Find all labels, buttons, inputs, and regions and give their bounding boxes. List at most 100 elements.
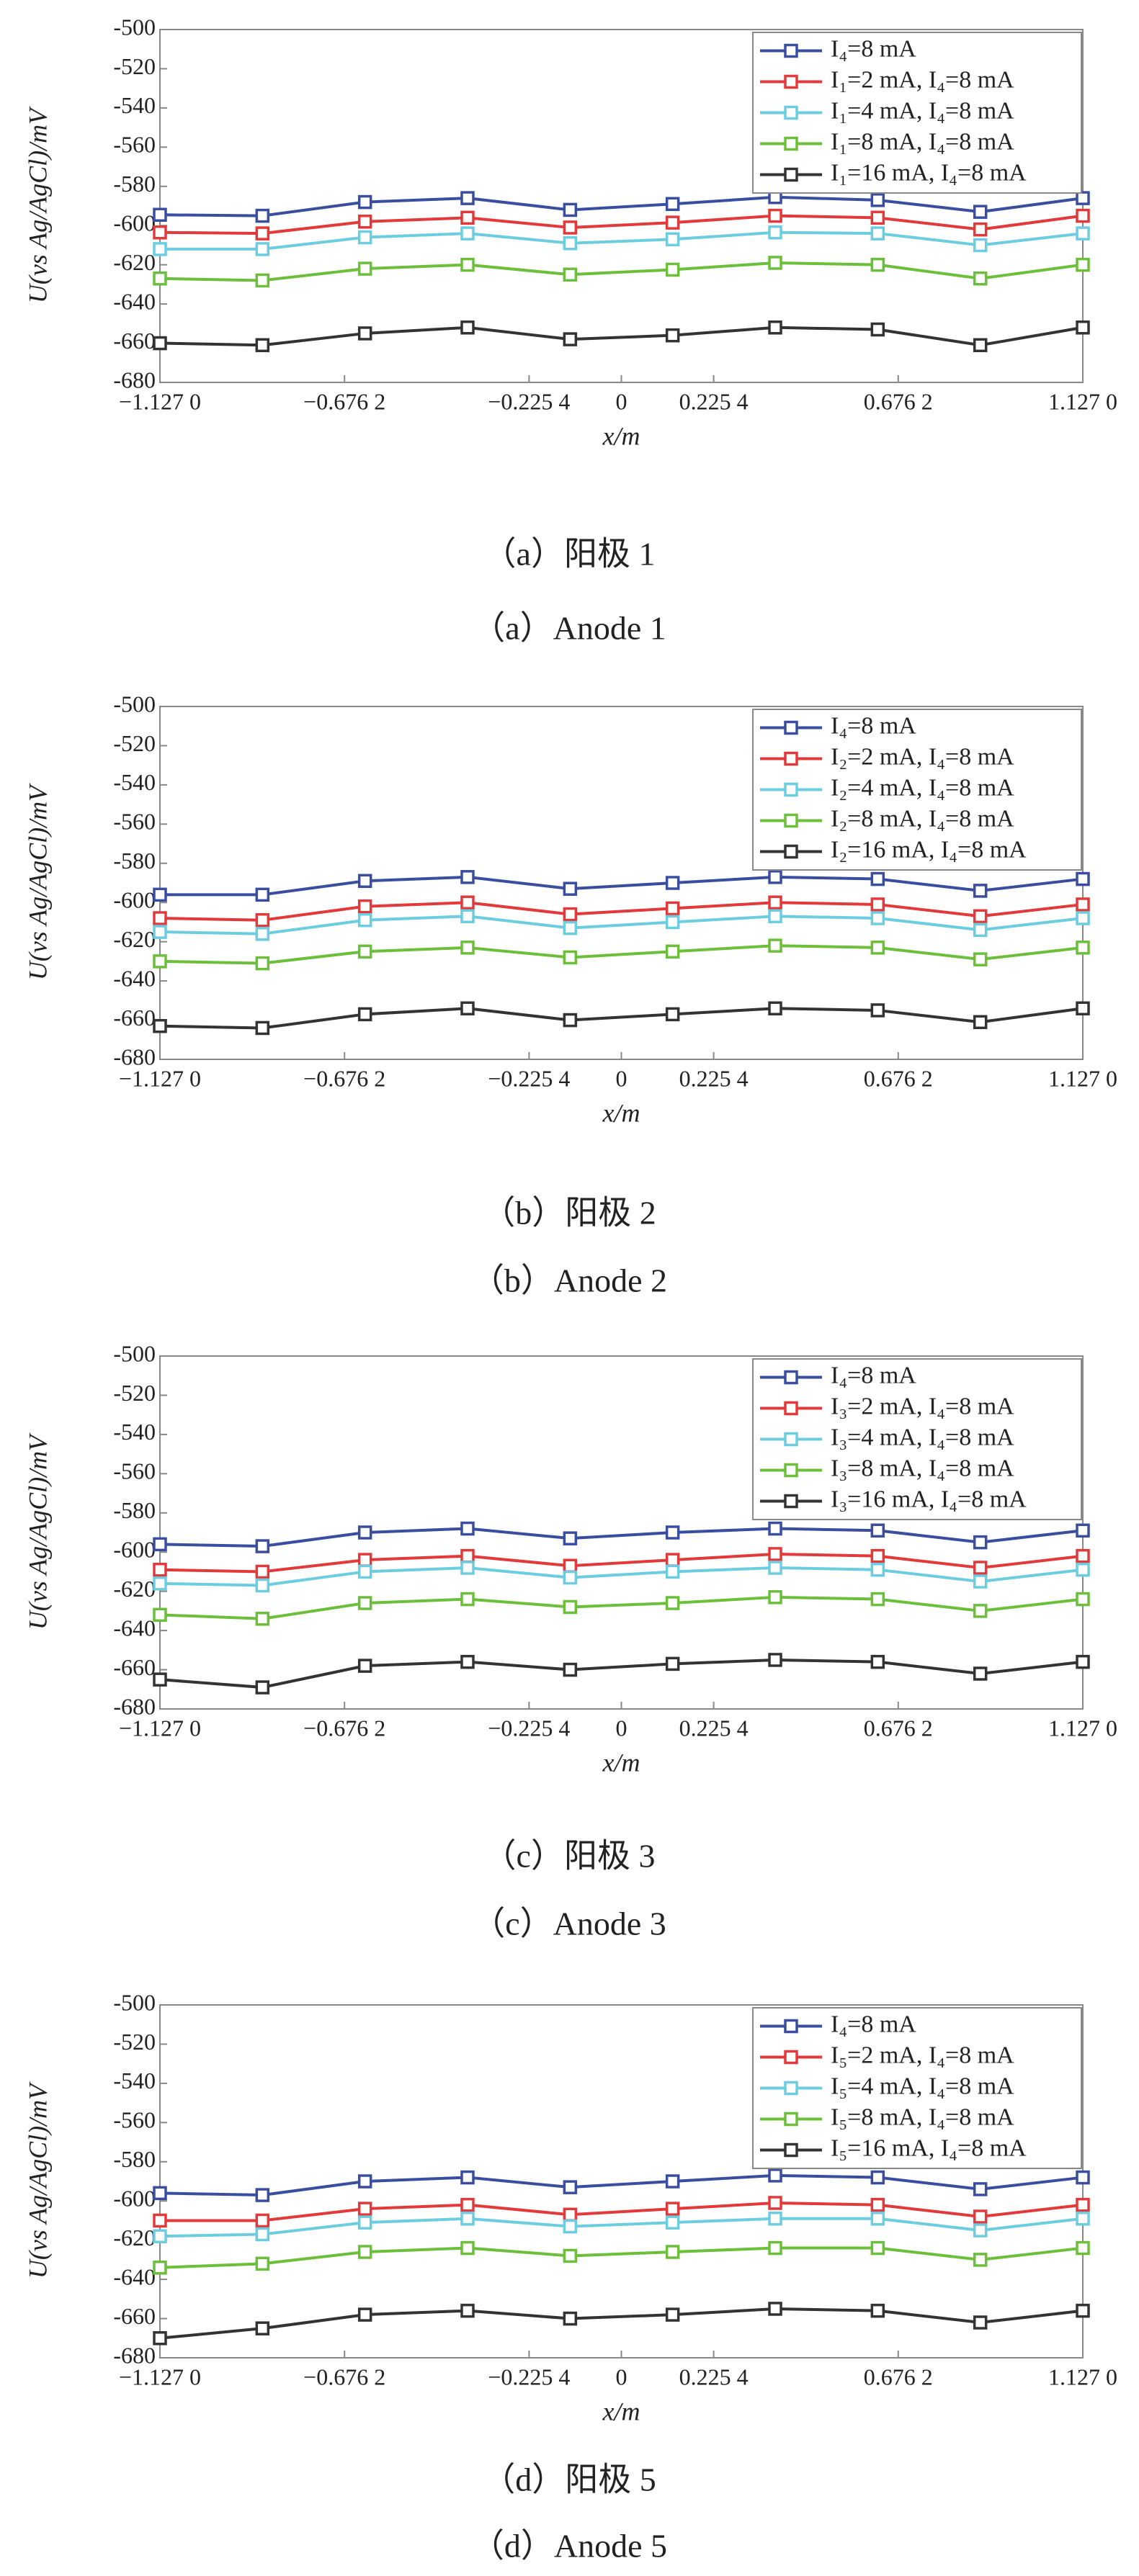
marker xyxy=(870,1654,885,1669)
marker xyxy=(1076,897,1090,912)
marker xyxy=(768,1590,782,1605)
legend-label: I₁=16 mA, I₄=8 mA xyxy=(831,159,1027,186)
legend-marker xyxy=(784,2019,798,2034)
marker xyxy=(357,261,372,276)
series-line xyxy=(159,2307,1084,2340)
marker xyxy=(357,899,372,914)
y-tick-label: -680 xyxy=(113,367,156,392)
marker xyxy=(1076,208,1090,223)
marker xyxy=(973,2182,988,2196)
legend-marker xyxy=(784,720,798,735)
marker xyxy=(768,208,782,223)
marker xyxy=(153,2186,167,2201)
x-tick-label: −0.225 4 xyxy=(488,1715,570,1741)
marker xyxy=(1076,2197,1090,2212)
y-tick-label: -560 xyxy=(113,2107,156,2133)
marker xyxy=(153,1562,167,1577)
marker xyxy=(153,954,167,969)
marker xyxy=(357,1564,372,1579)
legend-label: I₄=8 mA xyxy=(831,712,916,739)
x-tick-label: 0.225 4 xyxy=(679,1065,749,1091)
caption-en: （d）Anode 5 xyxy=(471,2528,667,2564)
marker xyxy=(153,1576,167,1591)
marker xyxy=(357,1007,372,1022)
marker xyxy=(153,207,167,222)
marker xyxy=(563,2207,578,2222)
marker xyxy=(665,262,680,277)
series-line xyxy=(159,901,1084,922)
marker xyxy=(1076,941,1090,955)
marker xyxy=(768,870,782,884)
marker xyxy=(1076,320,1090,335)
series-line xyxy=(159,1527,1084,1548)
marker xyxy=(563,2311,578,2326)
marker xyxy=(357,2174,372,2189)
marker xyxy=(665,232,680,247)
marker xyxy=(973,338,988,353)
y-tick-label: -580 xyxy=(113,848,156,874)
marker xyxy=(768,909,782,924)
marker xyxy=(768,938,782,953)
marker xyxy=(973,1015,988,1030)
marker xyxy=(768,320,782,335)
marker xyxy=(255,208,270,223)
marker xyxy=(563,220,578,235)
marker xyxy=(973,1666,988,1681)
marker xyxy=(460,2303,475,2318)
marker xyxy=(973,238,988,253)
caption: （b）阳极 2 xyxy=(482,1195,656,1231)
legend-label: I₃=16 mA, I₄=8 mA xyxy=(831,1486,1027,1512)
y-tick-label: -640 xyxy=(113,1615,156,1641)
y-tick-label: -600 xyxy=(113,2186,156,2212)
marker xyxy=(563,1662,578,1677)
marker xyxy=(153,2331,167,2346)
marker xyxy=(973,1604,988,1618)
marker xyxy=(357,1659,372,1673)
marker xyxy=(357,2202,372,2216)
marker xyxy=(153,887,167,902)
marker xyxy=(255,1680,270,1695)
caption-en: （a）Anode 1 xyxy=(472,610,666,647)
marker xyxy=(563,907,578,922)
marker xyxy=(460,210,475,225)
legend-label: I₅=2 mA, I₄=8 mA xyxy=(831,2042,1014,2068)
marker xyxy=(973,952,988,966)
x-tick-label: 0 xyxy=(616,388,627,414)
marker xyxy=(357,2307,372,2322)
legend-label: I₄=8 mA xyxy=(831,35,916,62)
y-tick-label: -580 xyxy=(113,171,156,197)
marker xyxy=(768,895,782,910)
marker xyxy=(973,2253,988,2267)
legend-label: I₃=8 mA, I₄=8 mA xyxy=(831,1455,1014,1481)
marker xyxy=(563,881,578,896)
marker xyxy=(973,909,988,924)
marker xyxy=(255,1539,270,1553)
y-axis-label: U(vs Ag/AgCl)/mV xyxy=(23,106,52,303)
marker xyxy=(255,927,270,941)
marker xyxy=(665,2174,680,2189)
marker xyxy=(255,956,270,971)
marker xyxy=(870,2197,885,2212)
marker xyxy=(665,1656,680,1671)
series-line xyxy=(159,1007,1084,1030)
marker xyxy=(665,915,680,930)
x-tick-label: 1.127 0 xyxy=(1048,1715,1117,1741)
marker xyxy=(973,2223,988,2238)
chart: -680 -660 -640 -620 -600 -580 -560 -540 -520 -500… xyxy=(23,691,1117,1298)
legend-label: I₂=16 mA, I₄=8 mA xyxy=(831,836,1027,863)
y-axis-label: U(vs Ag/AgCl)/mV xyxy=(23,1432,52,1630)
marker xyxy=(973,923,988,938)
marker xyxy=(460,941,475,955)
caption-en: （b）Anode 2 xyxy=(471,1262,667,1299)
marker xyxy=(460,191,475,205)
marker xyxy=(973,222,988,237)
x-tick-label: 0.225 4 xyxy=(679,388,749,414)
marker xyxy=(665,1553,680,1567)
x-tick-label: 0 xyxy=(616,2364,627,2389)
y-tick-label: -540 xyxy=(113,769,156,795)
marker xyxy=(460,1001,475,1015)
marker xyxy=(255,2213,270,2228)
marker xyxy=(255,1612,270,1626)
marker xyxy=(973,2315,988,2330)
